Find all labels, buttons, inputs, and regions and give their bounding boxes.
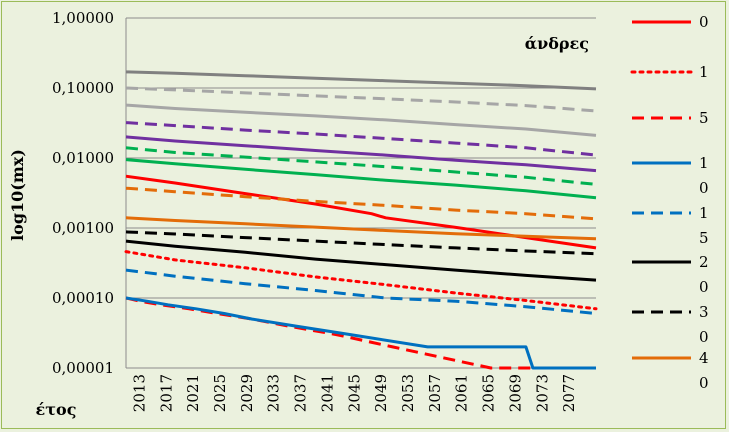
x-axis-label: έτος [36, 400, 77, 419]
x-tick-label-4: 2029 [238, 374, 256, 412]
x-tick-label-8: 2045 [345, 374, 363, 412]
x-tick-label-13: 2065 [480, 374, 498, 412]
legend-label-2: 5 [699, 109, 709, 127]
series-layer [124, 70, 598, 370]
x-tick-label-2: 2021 [184, 374, 202, 412]
y-tick-label-0: 1,00000 [52, 9, 114, 27]
series-line-4 [125, 268, 597, 315]
series-line-3 [125, 296, 596, 370]
legend-label-0: 0 [699, 13, 709, 31]
x-tick-label-15: 2073 [533, 374, 551, 412]
legend-label-1: 1 [699, 63, 709, 81]
x-tick-label-0: 2013 [130, 374, 148, 412]
series-line-12 [125, 121, 597, 157]
series-line-9 [125, 158, 597, 200]
x-tick-label-11: 2057 [426, 374, 444, 412]
x-tick-label-12: 2061 [453, 374, 471, 412]
series-line-1 [124, 250, 598, 311]
series-line-13 [125, 103, 597, 137]
series-line-7 [125, 216, 597, 241]
x-tick-labels: 2013 2017 2021 2025 2029 2033 2037 2041 2045 2049… [130, 374, 578, 412]
series-line-5 [125, 239, 597, 282]
chart-annotation: άνδρες [525, 34, 589, 53]
y-axis-label: log10(mx) [8, 149, 27, 241]
series-line-15 [125, 70, 597, 91]
series-line-6 [125, 230, 597, 256]
y-tick-label-5: 0,00001 [52, 359, 114, 377]
x-tick-label-5: 2033 [265, 374, 283, 412]
x-tick-label-6: 2037 [292, 374, 310, 412]
x-tick-label-3: 2025 [211, 374, 229, 412]
series-line-11 [125, 135, 597, 173]
x-tick-label-14: 2069 [506, 374, 524, 412]
series-line-10 [125, 146, 597, 186]
y-tick-label-4: 0,00010 [52, 289, 114, 307]
x-tick-label-16: 2077 [560, 374, 578, 412]
x-tick-label-10: 2053 [399, 374, 417, 412]
x-tick-label-7: 2041 [318, 374, 336, 412]
y-tick-label-2: 0,01000 [52, 149, 114, 167]
y-tick-label-1: 0,10000 [52, 79, 114, 97]
gridlines [126, 17, 596, 369]
x-tick-label-1: 2017 [157, 374, 175, 412]
x-tick-label-9: 2049 [372, 374, 390, 412]
series-line-14 [125, 86, 597, 113]
y-tick-labels: 1,00000 0,10000 0,01000 0,00100 0,00010 0,000… [52, 9, 114, 377]
y-tick-label-3: 0,00100 [52, 219, 114, 237]
series-line-8 [125, 186, 597, 221]
